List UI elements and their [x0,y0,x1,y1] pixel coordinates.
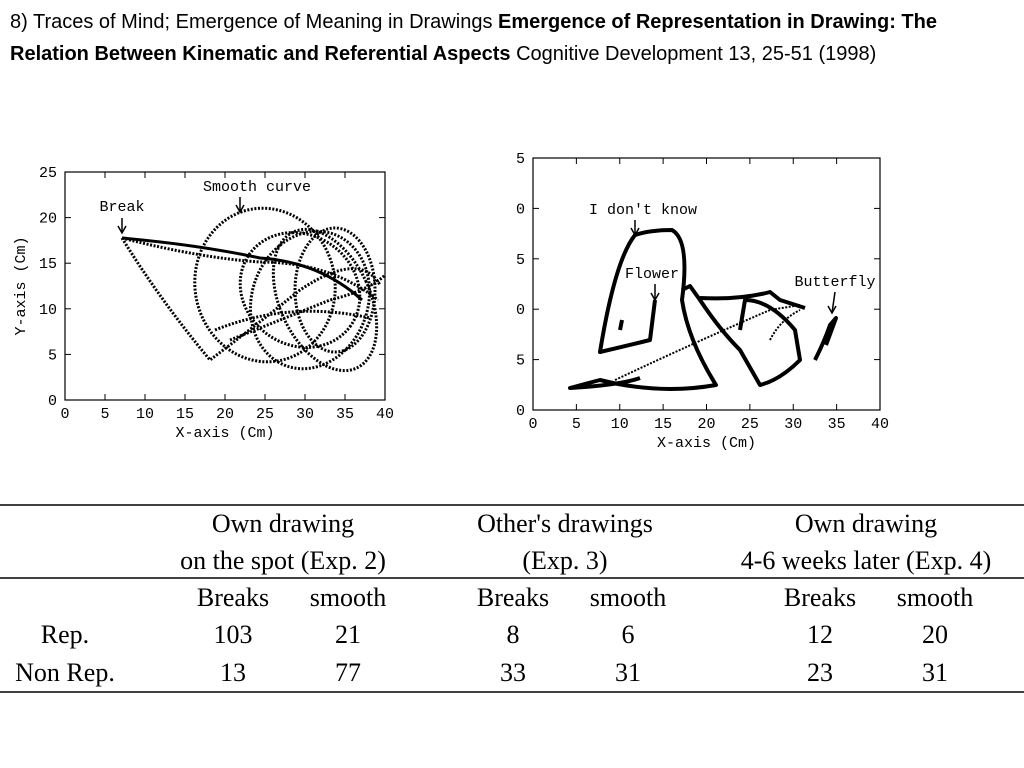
cell: 8 [507,620,520,649]
y-tick-label: 10 [39,302,57,319]
cell: 13 [220,658,246,687]
cell: 77 [335,658,361,687]
row-label: Non Rep. [15,658,115,687]
x-tick-label: 20 [216,406,234,423]
heading-citation: Cognitive Development 13, 25-51 (1998) [516,43,877,65]
x-tick-label: 10 [611,416,629,433]
cell: 33 [500,658,526,687]
sub-header: smooth [897,583,974,612]
cell: 103 [214,620,253,649]
y-tick-label: 5 [516,353,525,370]
x-tick-label: 15 [176,406,194,423]
heading: 8) Traces of Mind; Emergence of Meaning … [10,6,1015,70]
cell: 23 [807,658,833,687]
x-tick-label: 10 [136,406,154,423]
sub-header: Breaks [784,583,856,612]
annotation-arrowhead [235,204,245,214]
annotation-arrowhead [117,225,127,235]
table-lines [0,504,1024,693]
group-header: (Exp. 3) [522,546,607,575]
x-tick-label: 0 [528,416,537,433]
group-header: on the spot (Exp. 2) [180,546,386,575]
y-tick-label: 0 [516,403,525,420]
x-axis-label: X-axis (Cm) [657,435,756,452]
y-tick-label: 20 [39,211,57,228]
x-tick-label: 35 [336,406,354,423]
y-axis-label: Y-axis (Cm) [13,236,30,335]
annotation-arrow [831,291,836,314]
heading-bold: Emergence of Representation in Drawing: … [10,11,937,65]
y-tick-label: 25 [39,165,57,182]
x-tick-label: 20 [697,416,715,433]
annotation: Smooth curve [203,179,311,196]
y-tick-label: 0 [48,393,57,410]
x-tick-label: 40 [871,416,889,433]
annotation: I don't know [589,202,697,219]
y-tick-label: 5 [48,347,57,364]
x-tick-label: 25 [741,416,759,433]
x-tick-label: 0 [60,406,69,423]
y-tick-label: 5 [516,252,525,269]
y-tick-label: 5 [516,151,525,168]
annotation-arrowhead [630,227,640,237]
cell: 20 [922,620,948,649]
group-header: 4-6 weeks later (Exp. 4) [741,546,992,575]
x-tick-label: 40 [376,406,394,423]
right-traces [568,228,838,391]
cell: 31 [922,658,948,687]
cell: 21 [335,620,361,649]
y-tick-label: 0 [516,201,525,218]
annotation: Break [99,199,144,216]
cell: 6 [622,620,635,649]
group-header: Own drawing [212,509,354,538]
sub-header: smooth [310,583,387,612]
x-tick-label: 25 [256,406,274,423]
x-tick-label: 30 [784,416,802,433]
y-tick-label: 15 [39,256,57,273]
cell: 31 [615,658,641,687]
left-traces [120,206,387,373]
x-tick-label: 30 [296,406,314,423]
annotation-arrowhead [650,292,660,302]
annotation-arrowhead [827,305,837,315]
sub-header: smooth [590,583,667,612]
sub-header: Breaks [197,583,269,612]
annotation: Flower [625,266,679,283]
group-header: Own drawing [795,509,937,538]
x-tick-label: 35 [828,416,846,433]
x-tick-label: 15 [654,416,672,433]
row-label: Rep. [41,620,89,649]
x-axis-label: X-axis (Cm) [175,425,274,442]
x-tick-label: 5 [100,406,109,423]
cell: 12 [807,620,833,649]
group-header: Other's drawings [477,509,653,538]
x-tick-label: 5 [572,416,581,433]
annotation: Butterfly [794,274,875,291]
y-tick-label: 0 [516,302,525,319]
heading-plain: 8) Traces of Mind; Emergence of Meaning … [10,11,493,33]
sub-header: Breaks [477,583,549,612]
